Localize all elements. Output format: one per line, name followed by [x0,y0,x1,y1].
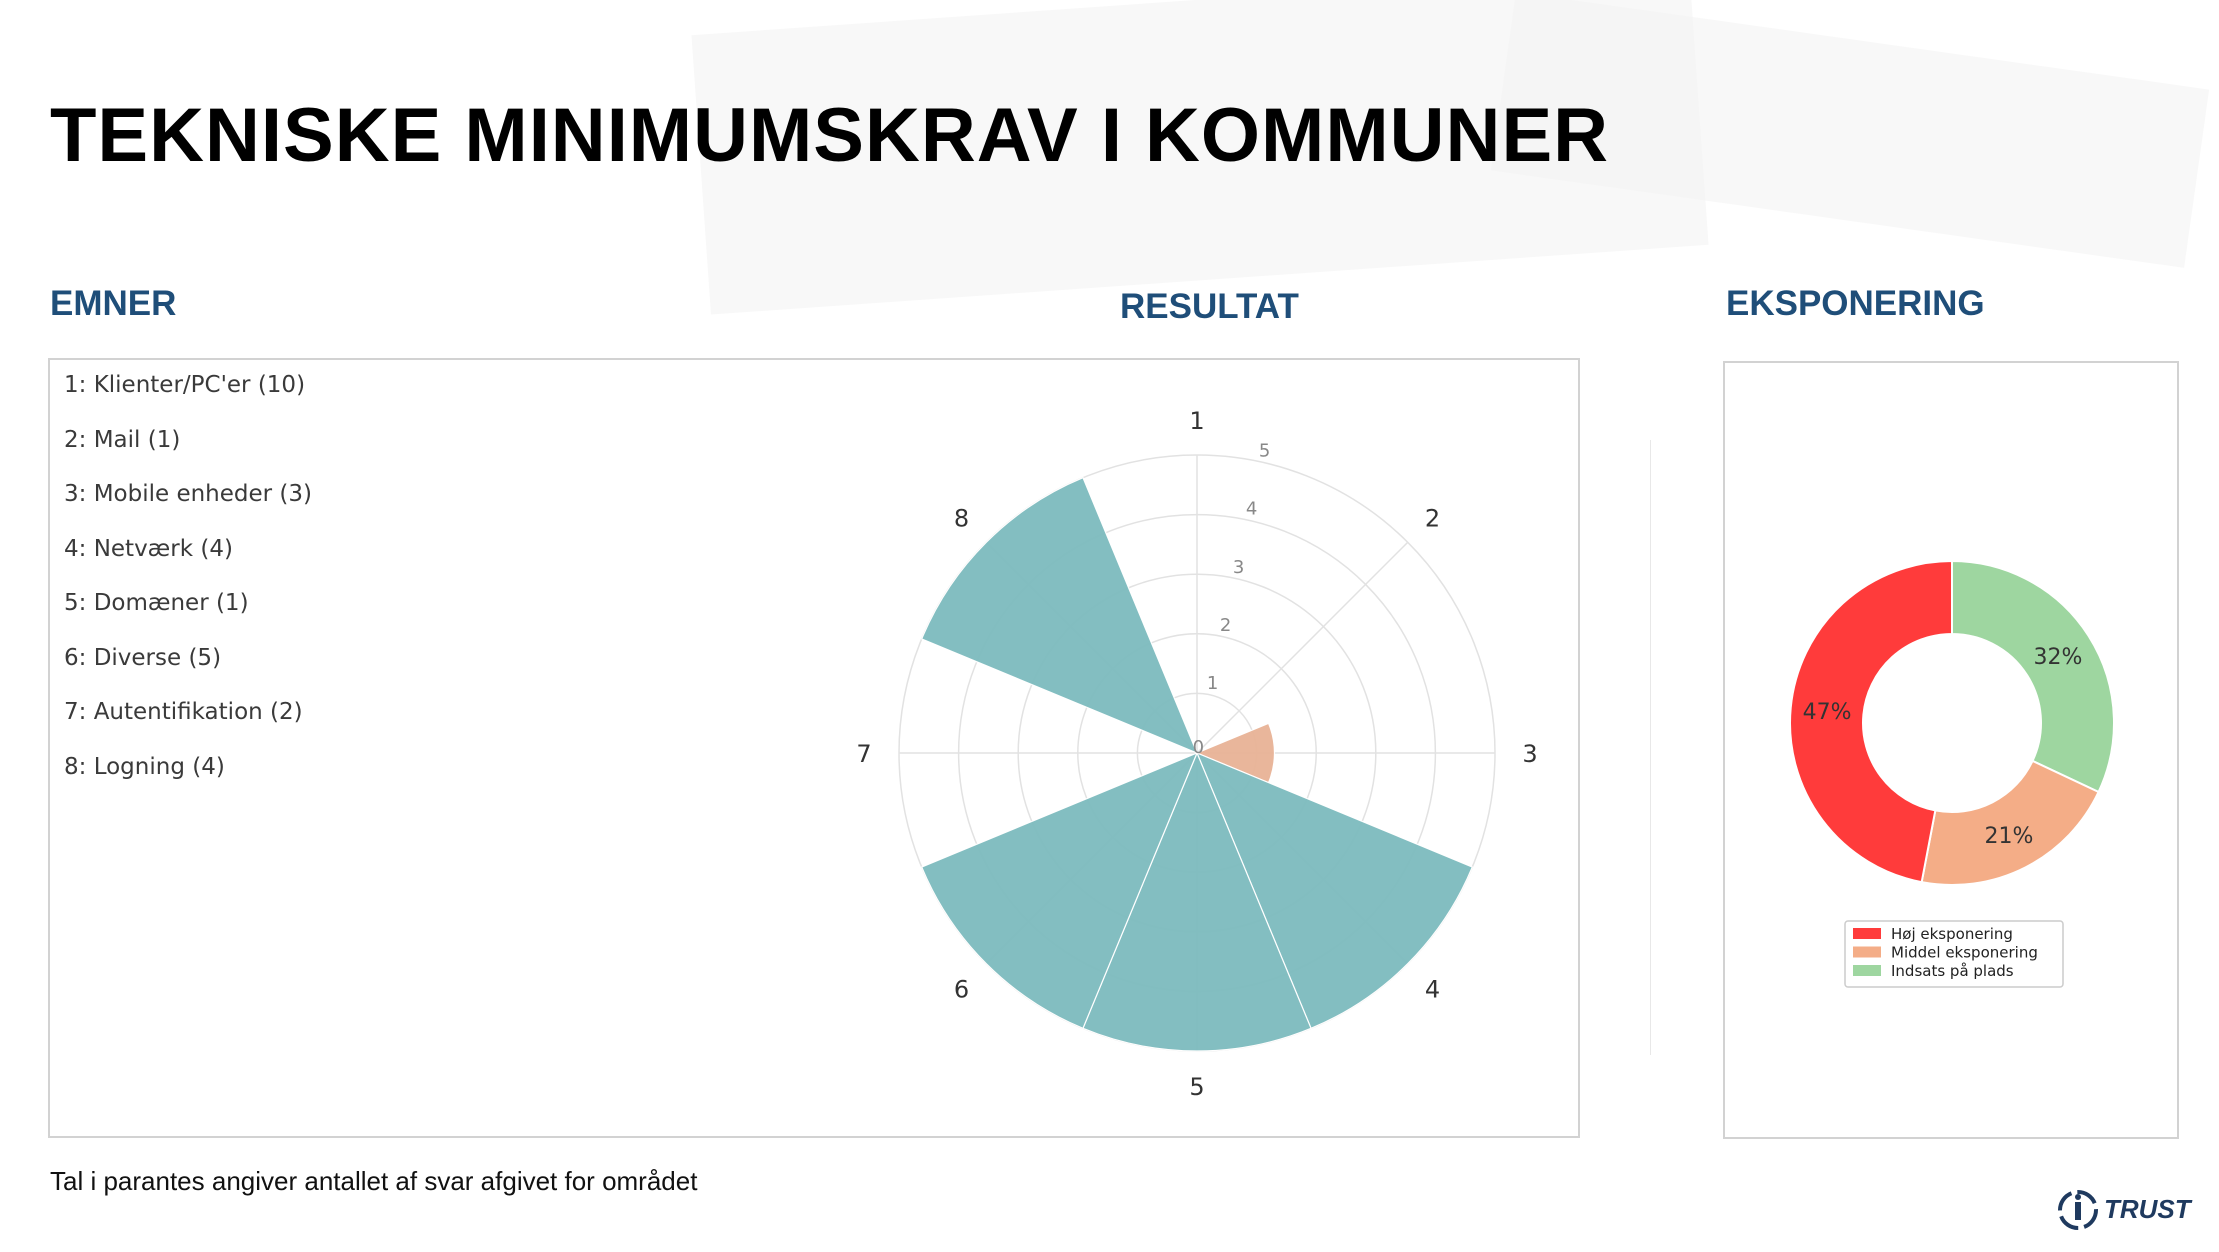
legend-box [1844,920,2064,988]
polar-bar-3 [1195,722,1276,784]
category-label-6: 6 [954,975,969,1003]
topic-item: 5: Domæner (1) [64,590,249,616]
divider [1650,440,1651,1055]
r-tick-label: 5 [1259,440,1270,461]
topic-item: 2: Mail (1) [64,426,181,453]
logo-text: TRUST [2104,1194,2191,1224]
topic-item: 6: Diverse (5) [64,644,222,671]
category-label-3: 3 [1522,740,1537,768]
itrust-logo: TRUST [2054,1186,2204,1236]
grid-spoke [1196,541,1409,754]
category-label-2: 2 [1425,505,1440,533]
section-title-eksponering: EKSPONERING [1726,284,1985,323]
legend-label: Høj eksponering [1891,925,2013,943]
donut-slice-1 [1920,759,2100,886]
polar-bar-8 [920,476,1199,755]
category-label-5: 5 [1189,1073,1204,1101]
donut-slice-0 [1789,559,1953,884]
page-title: TEKNISKE MINIMUMSKRAV I KOMMUNER [50,93,1610,178]
category-label-1: 1 [1189,407,1204,435]
topic-item: 3: Mobile enheder (3) [64,481,313,507]
section-title-resultat: RESULTAT [1120,287,1299,326]
topic-list: 1: Klienter/PC'er (10) 2: Mail (1) 3: Mo… [64,370,312,806]
donut-label-0: 47% [1803,700,1852,725]
category-label-7: 7 [856,740,871,768]
r-tick-label: 3 [1233,557,1244,578]
result-panel: 1: Klienter/PC'er (10) 2: Mail (1) 3: Mo… [48,358,1580,1138]
legend-swatch [1853,928,1881,939]
topic-item: 1: Klienter/PC'er (10) [64,372,306,398]
polar-bar-4 [1195,751,1474,1030]
polar-chart: 0 1 2 3 4 5 1 2 3 4 5 6 7 8 [856,407,1537,1101]
exposure-panel: 32% 21% 47% Høj eksponering Middel eksponeri… [1723,361,2179,1139]
topic-item: 4: Netværk (4) [64,535,233,562]
legend-swatch [1853,946,1881,958]
category-label-8: 8 [954,505,969,533]
donut-label-1: 21% [1985,824,2034,849]
r-tick-label: 4 [1246,499,1257,520]
category-label-4: 4 [1425,975,1440,1003]
topic-item: 8: Logning (4) [64,753,225,780]
legend-label: Middel eksponering [1891,944,2038,962]
legend-swatch [1853,965,1881,976]
section-title-emner: EMNER [50,284,177,323]
donut-slice-2 [1951,559,2115,794]
logo-icon [2058,1190,2098,1230]
polar-bar-6 [920,751,1199,1030]
r-tick-label: 2 [1220,615,1231,636]
footnote: Tal i parantes angiver antallet af svar … [50,1166,698,1196]
r-tick-label: 0 [1193,737,1204,758]
donut-label-2: 32% [2034,645,2083,670]
legend-label: Indsats på plads [1891,962,2014,980]
r-tick-label: 1 [1207,673,1218,694]
polar-bar-5 [1082,751,1312,1052]
topic-item: 7: Autentifikation (2) [64,699,303,725]
